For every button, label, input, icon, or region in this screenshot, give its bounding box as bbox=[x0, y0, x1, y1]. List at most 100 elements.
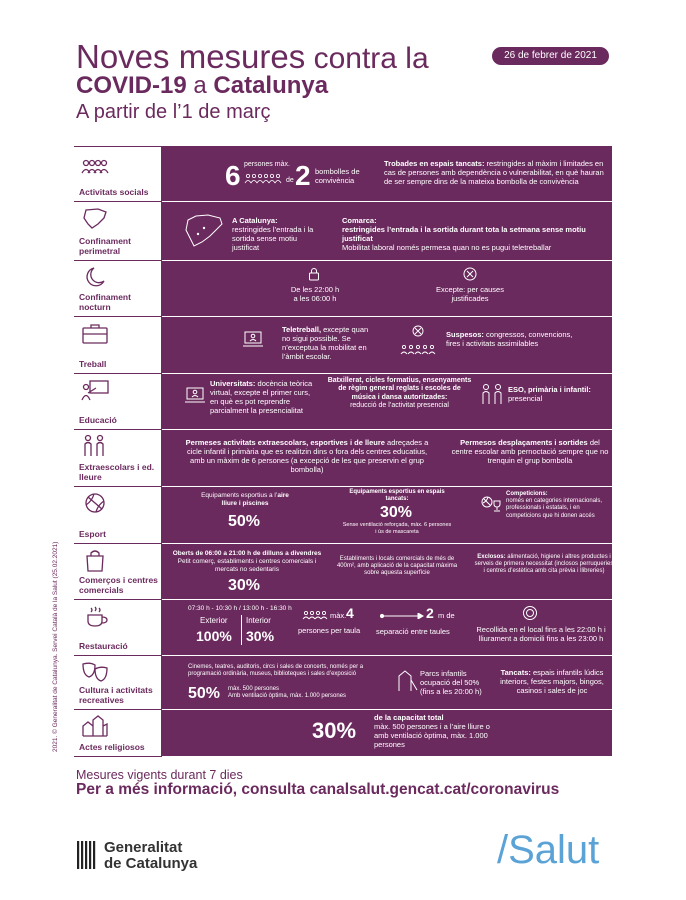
suspesos-text: Suspesos: congressos, convencions, fires… bbox=[446, 330, 573, 348]
big-shops-text: Establiments i locals comercials de més … bbox=[336, 556, 458, 577]
cup-icon bbox=[87, 606, 108, 627]
shop-hours: Oberts de 06:00 a 21:00 h de dilluns a d… bbox=[172, 550, 322, 573]
group-icon bbox=[81, 159, 109, 174]
trophy-ball-icon bbox=[481, 496, 501, 512]
laptop-person-icon bbox=[185, 387, 205, 403]
row-label: Extraescolars i ed. lleure bbox=[79, 462, 155, 482]
row-label: Actes religiosos bbox=[79, 741, 145, 752]
indoor-pct: 30% bbox=[380, 504, 413, 521]
two-number: 2 bbox=[426, 605, 434, 621]
generalitat-logo-icon bbox=[77, 841, 96, 869]
row-label: Cultura i activitats recreatives bbox=[79, 685, 153, 705]
closed-venues: Tancats: espais infantils lúdics interio… bbox=[500, 668, 604, 695]
indoor-sports-note: Sense ventilació reforçada, màx. 6 perso… bbox=[342, 522, 452, 535]
big-number-2: 2 bbox=[295, 160, 311, 191]
extraescolars-right: Permesos desplaçaments i sortides del ce… bbox=[451, 438, 609, 465]
max-label: màx. bbox=[330, 611, 347, 620]
masks-icon bbox=[82, 662, 108, 682]
row-educacio: Educació Universitats: docència teòrica … bbox=[74, 374, 612, 430]
divider bbox=[241, 615, 242, 645]
venues-text: Cinemes, teatres, auditoris, circs i sal… bbox=[188, 664, 364, 678]
row-extraescolars: Extraescolars i ed. lleure Permeses acti… bbox=[74, 430, 612, 487]
people-icon bbox=[244, 174, 282, 184]
eso-text: ESO, primària i infantil: presencial bbox=[508, 385, 591, 403]
row-label: Educació bbox=[79, 414, 117, 425]
validity-note: Mesures vigents durant 7 dies bbox=[76, 768, 243, 782]
children-icon bbox=[84, 434, 104, 456]
row-treball: Treball Teletreball, excepte quan no sig… bbox=[74, 317, 612, 374]
children-icon bbox=[482, 384, 502, 404]
catalonia-map-icon bbox=[83, 208, 107, 229]
outdoor-sports: Equipaments esportius a l’aire lliure i … bbox=[201, 492, 289, 507]
competicions-text: Competicions: només en categories interna… bbox=[506, 491, 603, 519]
curfew-hours: De les 22:00 h a les 06:00 h bbox=[290, 285, 340, 303]
date-badge: 26 de febrer de 2021 bbox=[492, 47, 609, 65]
distance-arrow-icon bbox=[380, 613, 424, 619]
title-line1-big: Noves mesures bbox=[76, 38, 306, 75]
row-label: Confinament nocturn bbox=[79, 292, 131, 312]
row-confinament-perimetral: Confinament perimetral A Catalunya: restr… bbox=[74, 202, 612, 261]
row-activitats-socials: Activitats socials 6 persones màx. de 2 … bbox=[74, 147, 612, 202]
interior-label: Interior bbox=[246, 616, 271, 625]
moon-icon bbox=[86, 267, 105, 287]
row-restauracio: Restauració 07:30 h - 10:30 h / 13:00 h … bbox=[74, 600, 612, 656]
cancel-circle-icon bbox=[463, 267, 477, 281]
row-label: Comerços i centres comercials bbox=[79, 575, 158, 595]
church-icon bbox=[82, 715, 108, 737]
row-label: Activitats socials bbox=[79, 186, 149, 197]
religious-pct: 30% bbox=[312, 718, 357, 743]
batxillerat-text: Batxillerat, cicles formatius, ensenyame… bbox=[327, 377, 472, 410]
title-covid: COVID-19 bbox=[76, 72, 187, 99]
row-label: Esport bbox=[79, 528, 106, 539]
shopping-bag-icon bbox=[86, 550, 104, 572]
playgrounds-text: Parcs infantils ocupació del 50% (fins a… bbox=[420, 669, 482, 696]
row-esport: Esport Equipaments esportius a l’aire ll… bbox=[74, 487, 612, 544]
takeaway-text: Recollida en el local fins a les 22:00 h… bbox=[476, 625, 606, 643]
title-a: a bbox=[186, 72, 214, 99]
de-label: de bbox=[286, 177, 294, 184]
copyright-credit: 2021. © Generalitat de Catalunya. Servei… bbox=[52, 541, 59, 752]
lock-icon bbox=[309, 268, 319, 281]
page-subtitle: A partir de l’1 de març bbox=[76, 101, 271, 123]
exterior-label: Exterior bbox=[200, 616, 228, 625]
culture-pct: 50% bbox=[188, 685, 221, 702]
row-label: Restauració bbox=[79, 640, 128, 651]
teletreball-text: Teletreball, excepte quan no sigui possi… bbox=[282, 325, 369, 361]
laptop-person-icon bbox=[243, 331, 263, 347]
extraescolars-left: Permeses activitats extraescolars, espor… bbox=[185, 438, 429, 474]
comarca-restriction: Comarca: restringides l’entrada i la sort… bbox=[342, 216, 586, 252]
restaurant-hours: 07:30 h - 10:30 h / 13:00 h - 16:30 h bbox=[188, 605, 292, 612]
row-actes-religiosos: Actes religiosos 30% de la capacitat tot… bbox=[74, 710, 612, 757]
measures-table: Activitats socials 6 persones màx. de 2 … bbox=[74, 146, 614, 757]
meters-label: m de bbox=[438, 611, 455, 620]
row-label: Treball bbox=[79, 358, 107, 369]
row-label: Confinament perimetral bbox=[79, 236, 131, 256]
row-confinament-nocturn: Confinament nocturn De les 22:00 h a les… bbox=[74, 261, 612, 317]
plate-icon bbox=[523, 606, 537, 620]
row-comercos: Comerços i centres comercials Oberts de … bbox=[74, 544, 614, 600]
page-title: Noves mesures contra la COVID-19 a Catal… bbox=[76, 40, 429, 122]
indoor-sports: Equipaments esportius en espais tancats: bbox=[349, 489, 445, 503]
outdoor-pct: 50% bbox=[228, 513, 261, 530]
crowd-cancel-icon bbox=[400, 325, 436, 355]
excluded-shops: Exclosos: alimentació, higiene i altres … bbox=[474, 554, 614, 575]
four-number: 4 bbox=[346, 605, 354, 621]
big-number-6: 6 bbox=[225, 160, 241, 191]
separation-label: separació entre taules bbox=[376, 627, 450, 636]
interior-pct: 30% bbox=[246, 628, 275, 644]
curfew-except: Excepte: per causes justificades bbox=[436, 285, 504, 303]
catalonia-map-icon bbox=[185, 214, 223, 247]
ball-icon bbox=[85, 493, 105, 513]
culture-pct-note2: Amb ventilació òptima, màx. 1.000 person… bbox=[228, 693, 347, 699]
salut-logo: /Salut bbox=[497, 828, 600, 872]
per-table: persones per taula bbox=[298, 626, 361, 635]
culture-pct-note1: màx. 500 persones bbox=[228, 686, 280, 692]
catalunya-restriction: A Catalunya: restringides l’entrada i la … bbox=[232, 216, 314, 252]
persons-max: persones màx. bbox=[244, 161, 290, 168]
more-info-link[interactable]: Per a més informació, consulta canalsalu… bbox=[76, 781, 560, 798]
playground-icon bbox=[398, 670, 418, 691]
exterior-pct: 100% bbox=[196, 628, 232, 644]
title-line1-rest: contra la bbox=[305, 42, 429, 75]
briefcase-icon bbox=[82, 324, 108, 344]
indoor-meetings: Trobades en espais tancats: restringides… bbox=[384, 159, 604, 186]
